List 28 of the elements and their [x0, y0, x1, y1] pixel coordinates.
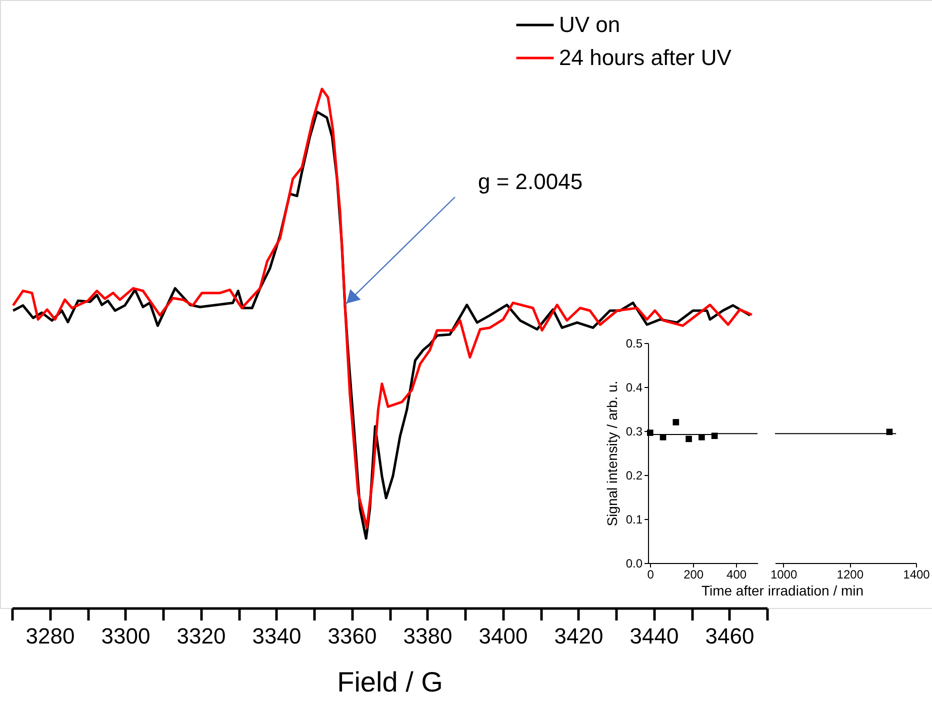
x-axis-title: Field / G	[337, 666, 443, 698]
y-axis-title: Signal intensity / arb. u.	[604, 380, 620, 526]
x-tick-label: 3280	[26, 624, 75, 648]
x-tick-label: 3320	[176, 624, 226, 648]
y-tick-label: 0.5	[626, 336, 643, 350]
annotation: g = 2.0045	[478, 169, 583, 194]
x-tick-label: 3380	[403, 624, 452, 648]
y-tick-label: 0.4	[626, 380, 643, 394]
x-tick-label: 3300	[101, 624, 150, 648]
x-tick-label: 1000	[770, 568, 798, 582]
y-tick-label: 0.3	[626, 424, 643, 438]
y-tick-label: 0.2	[626, 468, 643, 482]
x-tick-label: 1200	[836, 568, 864, 582]
legend-label: UV on	[559, 12, 620, 37]
x-tick-label: 3360	[328, 624, 377, 648]
x-axis-title: Time after irradiation / min	[701, 582, 864, 598]
y-tick-label: 0.1	[626, 512, 643, 526]
x-tick-label: 0	[647, 568, 654, 582]
x-tick-label: 3340	[252, 624, 302, 648]
x-tick-label: 3400	[478, 624, 528, 648]
x-tick-label: 1400	[903, 568, 930, 582]
legend-label: 24 hours after UV	[559, 45, 732, 70]
x-tick-label: 400	[726, 568, 747, 582]
x-tick-label: 3420	[554, 624, 604, 648]
x-tick-label: 3440	[630, 624, 679, 648]
x-tick-label: 3460	[705, 624, 754, 648]
y-tick-label: 0.0	[626, 556, 643, 570]
x-tick-label: 200	[684, 568, 704, 582]
